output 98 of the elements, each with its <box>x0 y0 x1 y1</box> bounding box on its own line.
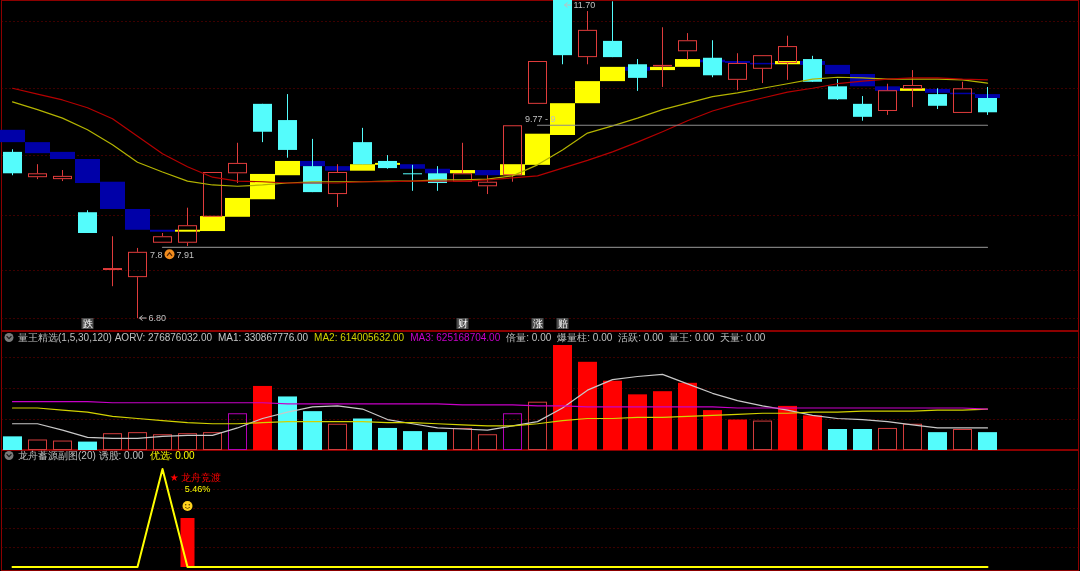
bar <box>278 396 297 450</box>
bar <box>475 170 500 176</box>
bar <box>728 419 747 450</box>
bar <box>378 427 397 450</box>
bar <box>203 432 222 450</box>
candlestick <box>128 247 147 319</box>
candlestick <box>853 95 872 122</box>
bar <box>128 432 147 450</box>
candlestick <box>3 148 22 176</box>
candlestick <box>403 164 422 192</box>
bar <box>603 380 622 450</box>
candlestick <box>703 39 722 78</box>
bar <box>103 433 122 450</box>
candlestick <box>578 10 597 65</box>
text: 活跃: 0.00 <box>618 332 664 343</box>
candlestick <box>653 26 672 88</box>
annotation: 7.8 <box>150 250 163 261</box>
text: 爆量柱: 0.00 <box>557 332 613 343</box>
bar <box>253 385 272 450</box>
bar <box>125 208 150 230</box>
bar <box>825 64 850 74</box>
x-tick-label: 涨 <box>532 318 543 329</box>
bar <box>628 394 647 450</box>
candlestick <box>203 171 222 217</box>
bar <box>578 361 597 450</box>
candlestick <box>528 61 547 104</box>
bar <box>675 59 700 67</box>
bar <box>600 66 625 82</box>
annotation: 6.80 <box>148 313 167 324</box>
text: MA1: 330867776.00 <box>218 332 309 343</box>
candlestick <box>153 232 172 243</box>
bar <box>653 391 672 450</box>
bar <box>0 129 25 143</box>
text: 倍量: 0.00 <box>506 332 552 343</box>
bar <box>528 401 547 450</box>
bar <box>503 413 522 450</box>
candlestick <box>978 86 997 116</box>
bar <box>300 160 325 167</box>
text: MA2: 614005632.00 <box>314 332 405 343</box>
bar <box>878 427 897 450</box>
candlestick <box>803 55 822 83</box>
bar <box>328 423 347 450</box>
bar <box>853 429 872 450</box>
bar <box>78 441 97 450</box>
candlestick <box>728 52 747 91</box>
bar <box>400 164 425 169</box>
candlestick <box>328 163 347 208</box>
bar <box>428 432 447 450</box>
bar <box>178 433 197 450</box>
text: 天量: 0.00 <box>720 332 766 343</box>
candlestick <box>828 78 847 101</box>
bar <box>703 410 722 450</box>
candlestick <box>878 83 897 116</box>
candlestick <box>778 35 797 81</box>
annotation: 5.46% <box>184 484 211 494</box>
candlestick <box>103 235 122 287</box>
chart-title: 龙舟蓄源副图(20) 诱股: 0.00 <box>18 450 145 461</box>
bar <box>753 420 772 450</box>
bar <box>303 411 322 450</box>
candlestick <box>928 87 947 110</box>
bar <box>403 431 422 450</box>
annotation: 11.70 <box>573 0 596 10</box>
bar <box>678 382 697 450</box>
bar <box>478 434 497 450</box>
candlestick <box>28 163 47 180</box>
bar <box>553 345 572 450</box>
bar <box>978 432 997 450</box>
bar <box>928 432 947 450</box>
bar <box>828 429 847 450</box>
bar <box>803 415 822 450</box>
bar <box>575 81 600 104</box>
candlestick <box>628 58 647 92</box>
x-tick-label: 赔 <box>557 318 568 329</box>
bar <box>153 434 172 450</box>
x-tick-label: 跌 <box>82 318 93 329</box>
bar <box>953 429 972 450</box>
bar <box>975 94 1000 98</box>
bar <box>325 166 350 171</box>
bar <box>28 439 47 450</box>
candlestick <box>603 0 622 58</box>
annotation: 7.91 <box>176 250 195 261</box>
candlestick <box>678 32 697 61</box>
candlestick <box>53 169 72 182</box>
chart-title: 量王精选(1,5,30,120) AORV: 276876032.00 <box>18 332 213 343</box>
bar <box>903 423 922 450</box>
candlestick <box>353 127 372 165</box>
candlestick <box>753 55 772 84</box>
series-label: 优选: 0.00 <box>149 450 196 461</box>
text: ★ 龙舟竞渡 <box>169 472 222 483</box>
candlestick <box>953 81 972 113</box>
bar <box>353 418 372 450</box>
text: 量王: 0.00 <box>669 332 715 343</box>
candlestick <box>178 207 197 247</box>
annotation: 9.77 - 9 <box>525 114 556 125</box>
bar <box>53 440 72 450</box>
text: MA3: 625168704.00 <box>410 332 501 343</box>
bar <box>228 413 247 450</box>
x-tick-label: 财 <box>457 318 468 329</box>
